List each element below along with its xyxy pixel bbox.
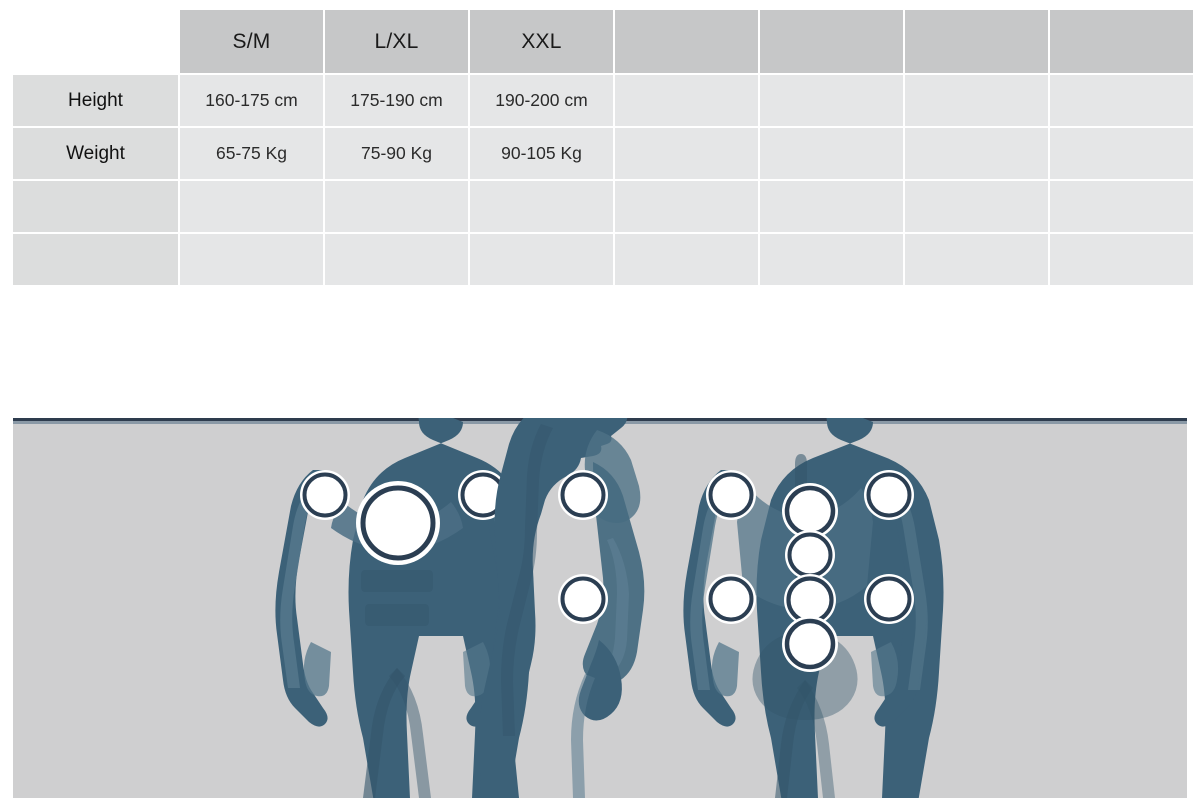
front-left-leg-shade [363,668,405,798]
front-right-leg-shade [389,668,431,798]
cell-height-empty-4 [1050,75,1193,126]
size-table-head: S/M L/XL XXL [13,10,1193,73]
marker-front-left-shoulder[interactable] [298,468,352,522]
marker-side-lower-back[interactable] [556,572,610,626]
body-illustration-panel [13,418,1187,798]
size-table-container: S/M L/XL XXL Height 160-175 cm 175-190 c… [13,10,1193,285]
body-figures-illustration [275,418,944,798]
cell-blank-2-7 [1050,234,1193,285]
back-left-arm-highlight [690,490,727,690]
cell-blank-1-4 [615,181,758,232]
side-view-body [479,418,645,798]
row-label-blank-2 [13,234,178,285]
marker-back-right-lumbar[interactable] [862,572,916,626]
cell-weight-lxl: 75-90 Kg [325,128,468,179]
table-row [13,234,1193,285]
cell-weight-sm: 65-75 Kg [180,128,323,179]
table-header-corner [13,10,178,73]
cell-blank-2-2 [325,234,468,285]
cell-blank-1-2 [325,181,468,232]
cell-height-sm: 160-175 cm [180,75,323,126]
cell-height-xxl: 190-200 cm [470,75,613,126]
marker-back-spine-lower[interactable] [782,616,838,672]
side-leg-highlight [571,674,595,798]
cell-blank-1-6 [905,181,1048,232]
size-table: S/M L/XL XXL Height 160-175 cm 175-190 c… [11,8,1195,287]
front-right-hand [463,642,491,697]
cell-blank-1-7 [1050,181,1193,232]
back-right-hand [871,642,899,697]
table-header-empty-2 [760,10,903,73]
cell-blank-2-6 [905,234,1048,285]
table-header-size-sm: S/M [180,10,323,73]
back-left-hand [711,642,739,697]
front-abs-1 [361,570,433,592]
cell-blank-2-4 [615,234,758,285]
cell-blank-1-5 [760,181,903,232]
side-forearm-highlight [603,538,629,678]
back-right-leg-shade [797,680,835,798]
marker-back-left-lumbar[interactable] [704,572,758,626]
back-view-body [683,418,944,798]
table-row: Height 160-175 cm 175-190 cm 190-200 cm [13,75,1193,126]
row-label-blank-1 [13,181,178,232]
table-header-size-lxl: L/XL [325,10,468,73]
cell-blank-2-1 [180,234,323,285]
cell-weight-xxl: 90-105 Kg [470,128,613,179]
cell-height-empty-1 [615,75,758,126]
row-label-weight: Weight [13,128,178,179]
table-header-empty-4 [1050,10,1193,73]
front-left-hand [303,642,331,697]
cell-weight-empty-2 [760,128,903,179]
cell-weight-empty-3 [905,128,1048,179]
back-left-leg-shade [775,680,813,798]
marker-back-left-shoulder[interactable] [704,468,758,522]
table-header-row: S/M L/XL XXL [13,10,1193,73]
marker-back-right-shoulder[interactable] [862,468,916,522]
size-table-body: Height 160-175 cm 175-190 cm 190-200 cm … [13,75,1193,285]
back-right-arm-highlight [891,490,928,690]
cell-weight-empty-4 [1050,128,1193,179]
side-hand [578,640,622,721]
cell-blank-1-1 [180,181,323,232]
cell-weight-empty-1 [615,128,758,179]
cell-height-empty-3 [905,75,1048,126]
side-torso [479,418,628,798]
table-row: Weight 65-75 Kg 75-90 Kg 90-105 Kg [13,128,1193,179]
cell-blank-2-5 [760,234,903,285]
cell-height-empty-2 [760,75,903,126]
table-header-empty-3 [905,10,1048,73]
cell-height-lxl: 175-190 cm [325,75,468,126]
marker-back-spine-upper[interactable] [782,483,838,539]
row-label-height: Height [13,75,178,126]
cell-blank-1-3 [470,181,613,232]
side-back-shade [501,424,553,736]
table-header-empty-1 [615,10,758,73]
front-left-arm-highlight [280,488,317,688]
marker-side-upper-back[interactable] [556,468,610,522]
front-abs-2 [365,604,429,626]
table-row [13,181,1193,232]
marker-front-chest-center[interactable] [356,481,440,565]
marker-back-spine-mid-upper[interactable] [785,530,835,580]
side-arm [582,462,645,686]
cell-blank-2-3 [470,234,613,285]
table-header-size-xxl: XXL [470,10,613,73]
